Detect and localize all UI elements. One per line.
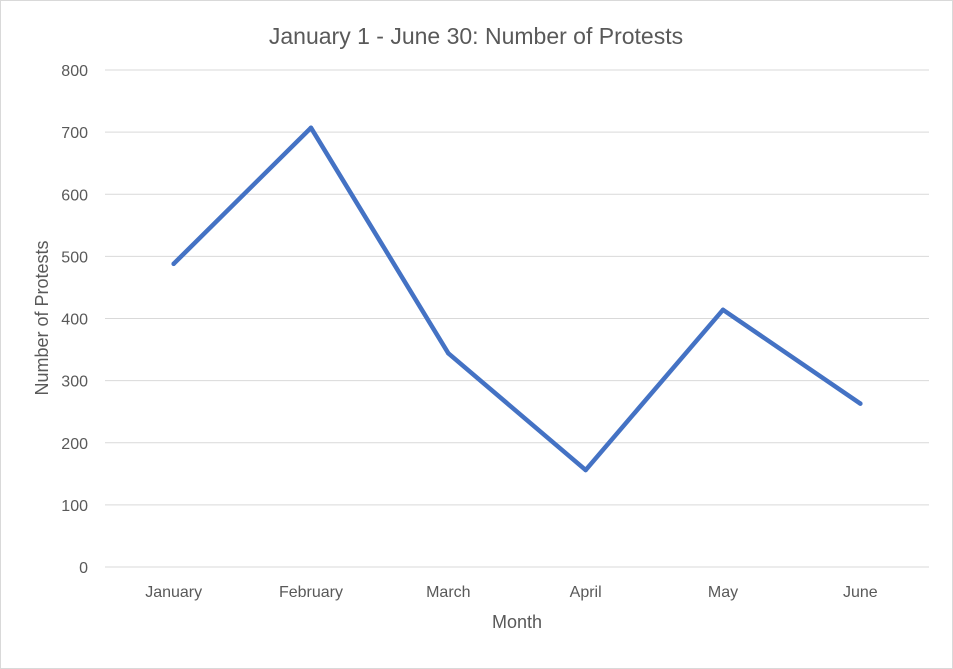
gridlines [105, 69, 929, 568]
data-point [720, 307, 726, 313]
y-tick-label: 100 [61, 498, 88, 515]
data-point [171, 261, 176, 267]
y-axis-ticks: 0 100 200 300 400 500 600 700 800 [61, 63, 88, 577]
x-tick-label: April [570, 584, 602, 601]
data-point [583, 467, 588, 473]
series-line [171, 125, 863, 473]
x-tick-label: June [843, 584, 878, 601]
x-axis-ticks: January February March April May June [145, 584, 878, 601]
y-tick-label: 300 [61, 374, 88, 391]
series-group [171, 125, 863, 473]
x-tick-label: January [145, 584, 202, 601]
y-axis-title: Number of Protests [32, 240, 52, 395]
y-tick-label: 0 [79, 560, 88, 577]
x-axis-title: Month [492, 612, 542, 632]
chart-title: January 1 - June 30: Number of Protests [269, 23, 683, 49]
y-tick-label: 600 [61, 187, 88, 204]
data-point [858, 401, 863, 406]
y-tick-label: 700 [61, 125, 88, 142]
y-tick-label: 200 [61, 436, 88, 453]
y-tick-label: 500 [61, 249, 88, 266]
x-tick-label: February [279, 584, 343, 601]
data-point [308, 125, 314, 130]
y-tick-label: 800 [61, 63, 88, 80]
x-tick-label: March [426, 584, 470, 601]
data-point [446, 351, 451, 356]
x-tick-label: May [708, 584, 738, 601]
y-tick-label: 400 [61, 312, 88, 329]
